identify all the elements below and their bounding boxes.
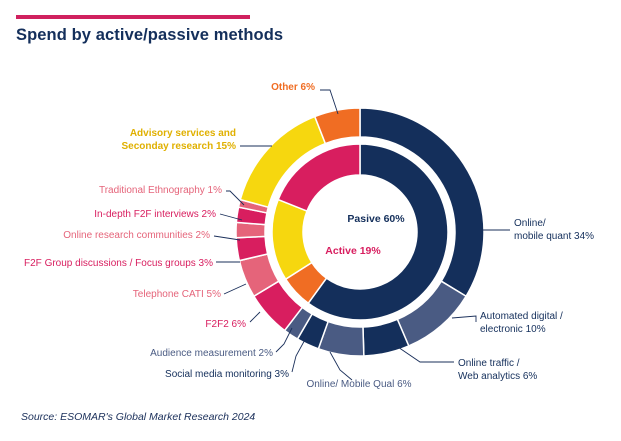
outer-label-online-research-communities: Online research communities 2% xyxy=(63,230,210,241)
slice-labels: Pasive 60% Active 19% Online/mobile quant … xyxy=(24,82,594,390)
outer-label-advisory-services-and-seconday-research-line-2: Seconday research 15% xyxy=(121,141,236,152)
outer-label-other: Other 6% xyxy=(271,82,315,93)
leader-line-telephone-cati xyxy=(223,283,247,295)
title-accent-rule xyxy=(16,15,250,19)
outer-label-online-traffic-web-analytics-line-2: Web analytics 6% xyxy=(458,371,537,382)
leader-line-in-depth-f2f-interviews xyxy=(219,213,243,221)
outer-label-telephone-cati: Telephone CATI 5% xyxy=(133,289,221,300)
outer-label-online-traffic-web-analytics-line-1: Online traffic / xyxy=(458,358,520,369)
outer-label-audience-measurement: Audience measurement 2% xyxy=(150,348,273,359)
outer-label-automated-digital-electronic-line-1: Automated digital / xyxy=(480,311,563,322)
source-note: Source: ESOMAR's Global Market Research … xyxy=(21,411,256,423)
label-leader-lines xyxy=(213,89,510,381)
outer-label-automated-digital-electronic-line-2: electronic 10% xyxy=(480,324,546,335)
outer-label-f2f2: F2F2 6% xyxy=(205,319,246,330)
inner-slice-pasive xyxy=(307,143,449,321)
outer-label-advisory-services-and-seconday-research-line-1: Advisory services and xyxy=(130,128,236,139)
leader-line-traditional-ethnography xyxy=(226,190,245,206)
outer-label-social-media-monitoring: Social media monitoring 3% xyxy=(165,369,289,380)
inner-ring xyxy=(271,143,449,321)
outer-ring xyxy=(235,107,485,357)
outer-label-online-mobile-quant-line-1: Online/ xyxy=(514,218,546,229)
leader-line-online-mobile-qual xyxy=(329,351,353,381)
outer-label-online-mobile-qual: Online/ Mobile Qual 6% xyxy=(306,379,411,390)
leader-line-automated-digital-electronic xyxy=(451,315,477,322)
inner-label-active: Active 19% xyxy=(325,245,381,257)
inner-label-pasive: Pasive 60% xyxy=(347,213,405,225)
inner-slice-active xyxy=(277,143,361,212)
leader-line-audience-measurement xyxy=(275,327,293,353)
leader-line-online-research-communities xyxy=(213,235,241,241)
outer-label-online-mobile-quant-line-2: mobile quant 34% xyxy=(514,231,594,242)
outer-slice-other xyxy=(313,107,361,145)
leader-line-online-traffic-web-analytics xyxy=(394,344,454,363)
chart-title: Spend by active/passive methods xyxy=(16,26,284,44)
leader-line-social-media-monitoring xyxy=(291,335,308,373)
leader-line-f2f2 xyxy=(249,311,261,323)
outer-label-traditional-ethnography: Traditional Ethnography 1% xyxy=(99,185,222,196)
outer-label-f2f-group-discussions-focus-groups: F2F Group discussions / Focus groups 3% xyxy=(24,258,213,269)
leader-line-other xyxy=(320,89,339,115)
inner-slice-advisory-services xyxy=(271,198,313,281)
outer-label-in-depth-f2f-interviews: In-depth F2F interviews 2% xyxy=(94,209,216,220)
